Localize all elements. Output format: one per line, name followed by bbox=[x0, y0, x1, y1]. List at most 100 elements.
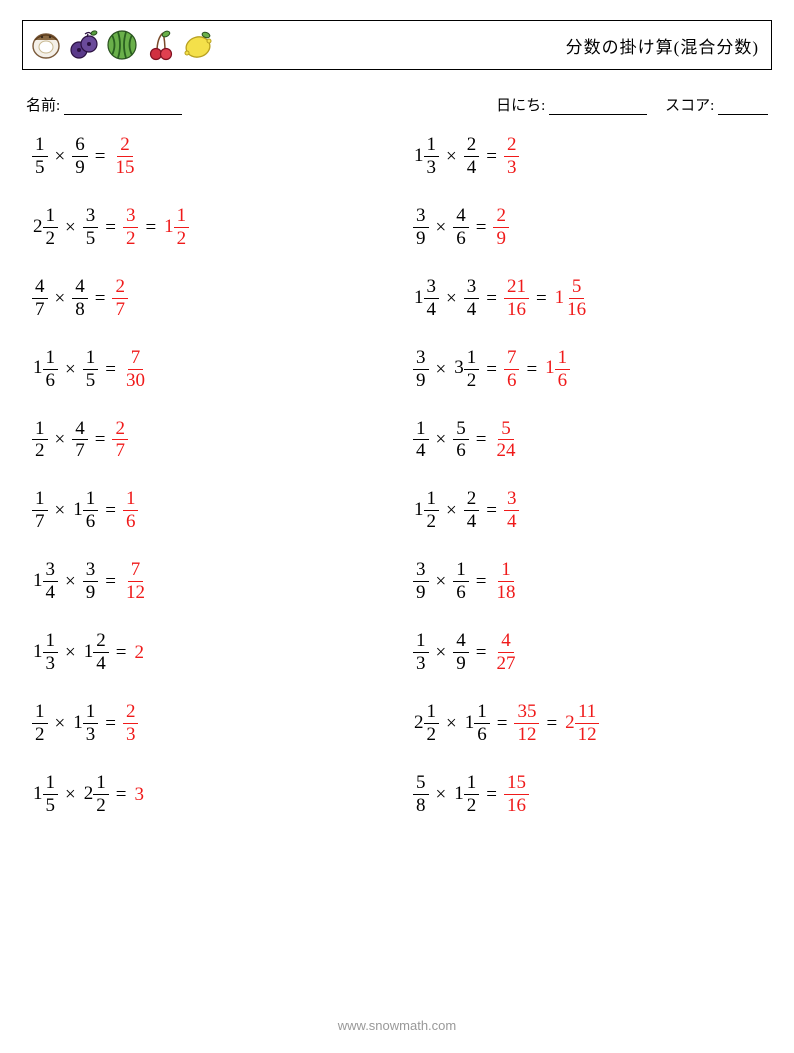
numerator: 11 bbox=[575, 702, 599, 724]
equals-sign: = bbox=[109, 643, 134, 662]
numerator: 5 bbox=[569, 277, 585, 299]
equation: 15×69=215 bbox=[32, 135, 381, 178]
equals-sign: = bbox=[88, 430, 113, 449]
numerator: 4 bbox=[453, 206, 469, 228]
numerator: 1 bbox=[474, 702, 490, 724]
multiply-sign: × bbox=[48, 289, 73, 308]
numerator: 1 bbox=[93, 773, 109, 795]
numerator: 3 bbox=[504, 489, 520, 511]
numerator: 4 bbox=[72, 277, 88, 299]
numerator: 4 bbox=[32, 277, 48, 299]
equals-sign: = bbox=[98, 218, 123, 237]
denominator: 12 bbox=[575, 724, 600, 745]
answer: 3 bbox=[133, 785, 144, 804]
denominator: 5 bbox=[43, 795, 59, 816]
denominator: 9 bbox=[493, 228, 509, 249]
fraction: 48 bbox=[72, 277, 88, 320]
denominator: 9 bbox=[453, 653, 469, 674]
whole-part: 1 bbox=[32, 570, 43, 591]
fraction: 35 bbox=[83, 206, 99, 249]
denominator: 4 bbox=[504, 511, 520, 532]
fraction: 15 bbox=[83, 348, 99, 391]
whole-part: 1 bbox=[464, 712, 475, 733]
numerator: 1 bbox=[413, 419, 429, 441]
fraction: 39 bbox=[413, 206, 429, 249]
score-blank[interactable] bbox=[718, 99, 768, 115]
answer: 524 bbox=[493, 419, 518, 462]
equals-sign: = bbox=[479, 785, 504, 804]
equals-sign: = bbox=[98, 360, 123, 379]
equals-sign: = bbox=[109, 785, 134, 804]
numerator: 1 bbox=[424, 702, 440, 724]
equation: 112×24=34 bbox=[413, 489, 762, 532]
fraction: 34 bbox=[424, 277, 440, 320]
denominator: 9 bbox=[413, 582, 429, 603]
denominator: 6 bbox=[474, 724, 490, 745]
equals-sign: = bbox=[479, 360, 504, 379]
fraction: 56 bbox=[453, 419, 469, 462]
fraction: 58 bbox=[413, 773, 429, 816]
fraction: 16 bbox=[43, 348, 59, 391]
numerator: 4 bbox=[72, 419, 88, 441]
denominator: 2 bbox=[424, 511, 440, 532]
numerator: 7 bbox=[128, 348, 144, 370]
meta-row: 名前: 日にち: スコア: bbox=[26, 94, 768, 115]
whole-part: 1 bbox=[554, 287, 565, 308]
fraction: 12 bbox=[424, 702, 440, 745]
fraction: 27 bbox=[112, 277, 128, 320]
numerator: 15 bbox=[504, 773, 529, 795]
numerator: 7 bbox=[504, 348, 520, 370]
denominator: 4 bbox=[464, 157, 480, 178]
score-field: スコア: bbox=[665, 94, 768, 115]
numerator: 1 bbox=[464, 773, 480, 795]
header-box: 分数の掛け算(混合分数) bbox=[22, 20, 772, 70]
equation: 39×16=118 bbox=[413, 560, 762, 603]
whole-part: 1 bbox=[413, 499, 424, 520]
coconut-icon bbox=[29, 28, 63, 62]
fraction: 13 bbox=[413, 631, 429, 674]
answer: 27 bbox=[112, 419, 128, 462]
equals-sign: = bbox=[490, 714, 515, 733]
name-label: 名前: bbox=[26, 98, 60, 114]
answer: 23 bbox=[504, 135, 520, 178]
fraction: 23 bbox=[504, 135, 520, 178]
lemon-icon bbox=[181, 28, 215, 62]
equals-sign: = bbox=[479, 147, 504, 166]
equation: 115×212=3 bbox=[32, 773, 381, 816]
denominator: 2 bbox=[464, 795, 480, 816]
whole-part: 1 bbox=[32, 641, 43, 662]
fraction: 34 bbox=[504, 489, 520, 532]
equation: 39×312=76=116 bbox=[413, 348, 762, 391]
numerator: 21 bbox=[504, 277, 529, 299]
fraction: 12 bbox=[174, 206, 190, 249]
equation: 12×47=27 bbox=[32, 419, 381, 462]
denominator: 12 bbox=[514, 724, 539, 745]
fraction: 15 bbox=[43, 773, 59, 816]
problems-grid: 15×69=215113×24=23212×35=32=11239×46=294… bbox=[22, 129, 772, 816]
denominator: 5 bbox=[32, 157, 48, 178]
equation: 113×124=2 bbox=[32, 631, 381, 674]
numerator: 1 bbox=[424, 489, 440, 511]
date-blank[interactable] bbox=[549, 99, 647, 115]
fraction: 17 bbox=[32, 489, 48, 532]
answer: 1516 bbox=[554, 277, 590, 320]
whole-part: 1 bbox=[163, 216, 174, 237]
fraction: 2116 bbox=[504, 277, 529, 320]
fraction: 14 bbox=[413, 419, 429, 462]
denominator: 7 bbox=[112, 440, 128, 461]
name-blank[interactable] bbox=[64, 99, 182, 115]
numerator: 3 bbox=[413, 348, 429, 370]
denominator: 30 bbox=[123, 370, 148, 391]
denominator: 4 bbox=[424, 299, 440, 320]
fraction: 1112 bbox=[575, 702, 600, 745]
denominator: 4 bbox=[93, 653, 109, 674]
numerator: 7 bbox=[128, 560, 144, 582]
fraction: 27 bbox=[112, 419, 128, 462]
numerator: 1 bbox=[83, 702, 99, 724]
fraction: 3512 bbox=[514, 702, 539, 745]
numerator: 2 bbox=[504, 135, 520, 157]
fraction: 47 bbox=[72, 419, 88, 462]
numerator: 1 bbox=[43, 206, 59, 228]
fraction: 24 bbox=[464, 135, 480, 178]
numerator: 2 bbox=[493, 206, 509, 228]
